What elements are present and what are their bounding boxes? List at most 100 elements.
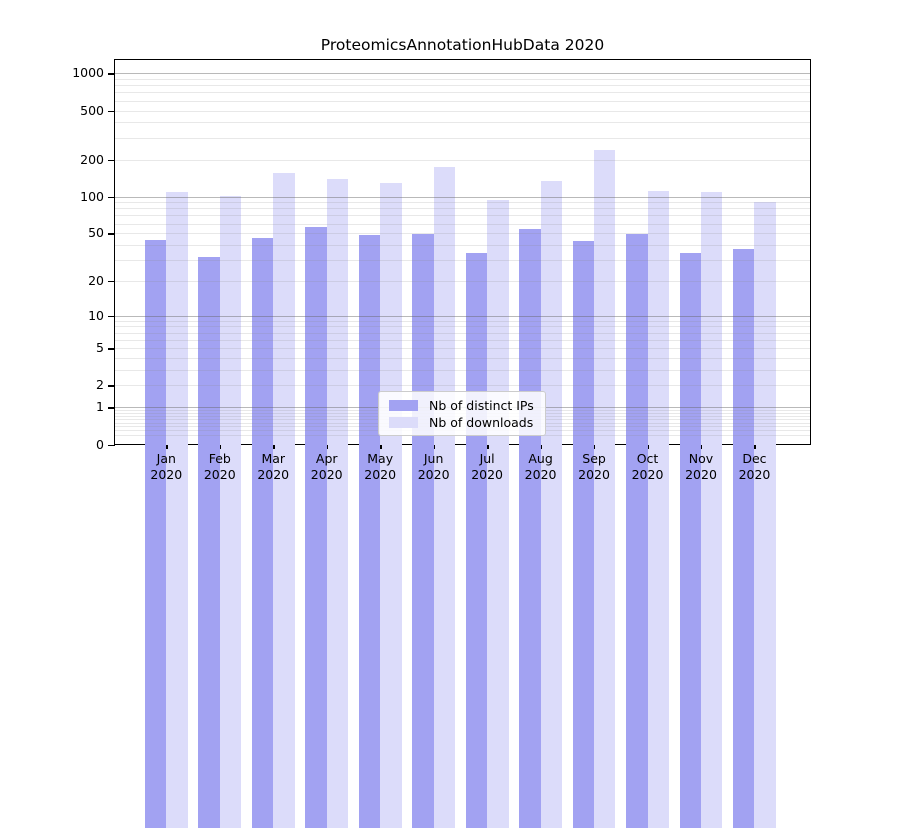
x-tick-label-line: Dec xyxy=(742,451,767,466)
y-tick-label: 1 xyxy=(96,399,104,415)
x-tick-label: Feb 2020 xyxy=(185,451,255,482)
minor-gridline xyxy=(115,326,810,328)
minor-gridline xyxy=(115,233,810,235)
plot-area xyxy=(114,59,811,828)
minor-gridline xyxy=(115,385,810,387)
x-tick-label-line: Nov xyxy=(688,451,714,466)
y-tick-mark xyxy=(108,407,115,409)
x-tick-label: Jul 2020 xyxy=(452,451,522,482)
minor-gridline xyxy=(115,348,810,350)
x-tick-mark xyxy=(701,445,703,449)
x-tick-label-line: 2020 xyxy=(578,466,610,482)
major-gridline xyxy=(115,315,810,317)
minor-gridline xyxy=(115,208,810,210)
x-tick-label: May 2020 xyxy=(345,451,415,482)
x-tick-label: Oct 2020 xyxy=(613,451,683,482)
y-tick-mark xyxy=(108,233,115,235)
x-tick-mark xyxy=(433,445,436,449)
y-tick-label: 0 xyxy=(96,436,104,452)
minor-gridline xyxy=(115,339,810,341)
y-tick-mark xyxy=(108,385,115,387)
y-tick-mark xyxy=(108,159,115,161)
y-tick-label: 20 xyxy=(88,272,104,288)
x-tick-label-line: Sep xyxy=(582,451,606,466)
x-tick-mark xyxy=(166,445,168,449)
x-tick-label: Jan 2020 xyxy=(131,451,201,482)
x-tick-label-line: Oct xyxy=(636,451,659,466)
x-tick-label-line: 2020 xyxy=(364,466,397,482)
x-tick-label-line: 2020 xyxy=(257,466,290,482)
y-tick-mark xyxy=(108,348,115,350)
x-tick-label-line: Apr xyxy=(315,451,338,466)
x-tick-label: Mar 2020 xyxy=(238,451,308,482)
major-gridline xyxy=(115,196,810,198)
x-tick-label: Apr 2020 xyxy=(292,451,362,482)
x-tick-label: Dec 2020 xyxy=(719,451,789,482)
y-tick-mark xyxy=(108,444,115,446)
legend-swatch-distinct-ips xyxy=(389,399,418,411)
y-tick-label: 50 xyxy=(88,225,104,241)
x-tick-label: Jun 2020 xyxy=(399,451,469,482)
minor-gridline xyxy=(115,100,810,102)
legend-label-downloads: Nb of downloads xyxy=(429,414,534,430)
x-tick-label-line: May xyxy=(367,451,394,466)
x-tick-label-line: 2020 xyxy=(417,466,450,482)
minor-gridline xyxy=(115,110,810,112)
minor-gridline xyxy=(115,137,810,139)
x-tick-label-line: Jun xyxy=(423,451,444,466)
x-tick-label-line: Feb xyxy=(208,451,231,466)
minor-gridline xyxy=(115,79,810,80)
y-tick-mark xyxy=(108,110,115,112)
x-tick-mark xyxy=(540,445,542,449)
x-tick-label-line: 2020 xyxy=(310,466,343,482)
y-tick-mark xyxy=(108,280,115,283)
y-tick-label: 1000 xyxy=(72,65,104,81)
x-tick-label-line: Mar xyxy=(261,451,286,466)
y-tick-mark xyxy=(108,73,115,75)
y-tick-label: 10 xyxy=(88,307,104,323)
x-tick-mark xyxy=(219,445,222,449)
legend-label-distinct-ips: Nb of distinct IPs xyxy=(429,397,534,413)
minor-gridline xyxy=(115,260,810,262)
minor-gridline xyxy=(115,223,810,225)
minor-gridline xyxy=(115,280,810,282)
legend-swatch-downloads xyxy=(389,416,418,428)
legend: Nb of distinct IPs Nb of downloads xyxy=(378,391,546,436)
x-tick-label-line: 2020 xyxy=(471,466,504,482)
minor-gridline xyxy=(115,332,810,334)
y-tick-mark xyxy=(108,196,115,198)
x-tick-label-line: Aug xyxy=(528,451,553,466)
x-tick-mark xyxy=(380,445,382,449)
y-tick-label: 5 xyxy=(96,340,104,356)
x-tick-label-line: 2020 xyxy=(150,466,183,482)
major-gridline xyxy=(115,73,810,75)
x-tick-label-line: Jul xyxy=(479,451,495,466)
minor-gridline xyxy=(115,202,810,204)
x-tick-label-line: Jan xyxy=(156,451,176,466)
x-tick-label: Nov 2020 xyxy=(666,451,736,482)
grid-layer xyxy=(115,60,810,444)
x-tick-label: Sep 2020 xyxy=(559,451,629,482)
y-tick-mark xyxy=(108,315,115,318)
x-tick-label-line: 2020 xyxy=(631,466,664,482)
x-tick-mark xyxy=(487,445,489,449)
y-tick-label: 500 xyxy=(80,102,104,118)
y-tick-label: 200 xyxy=(80,151,104,167)
x-tick-label-line: 2020 xyxy=(524,466,557,482)
minor-gridline xyxy=(115,159,810,161)
x-tick-mark xyxy=(273,445,275,449)
minor-gridline xyxy=(115,92,810,94)
minor-gridline xyxy=(115,358,810,360)
y-tick-label: 100 xyxy=(80,188,104,204)
x-tick-label-line: 2020 xyxy=(203,466,236,482)
minor-gridline xyxy=(115,244,810,246)
x-tick-mark xyxy=(326,445,329,449)
minor-gridline xyxy=(115,85,810,87)
minor-gridline xyxy=(115,215,810,217)
minor-gridline xyxy=(115,320,810,322)
minor-gridline xyxy=(115,370,810,372)
x-tick-mark xyxy=(754,445,756,449)
x-tick-mark xyxy=(594,445,596,449)
figure: ProteomicsAnnotationHubData 2020 0 1 2 5 10 2… xyxy=(72,36,811,828)
x-tick-mark xyxy=(647,445,649,449)
